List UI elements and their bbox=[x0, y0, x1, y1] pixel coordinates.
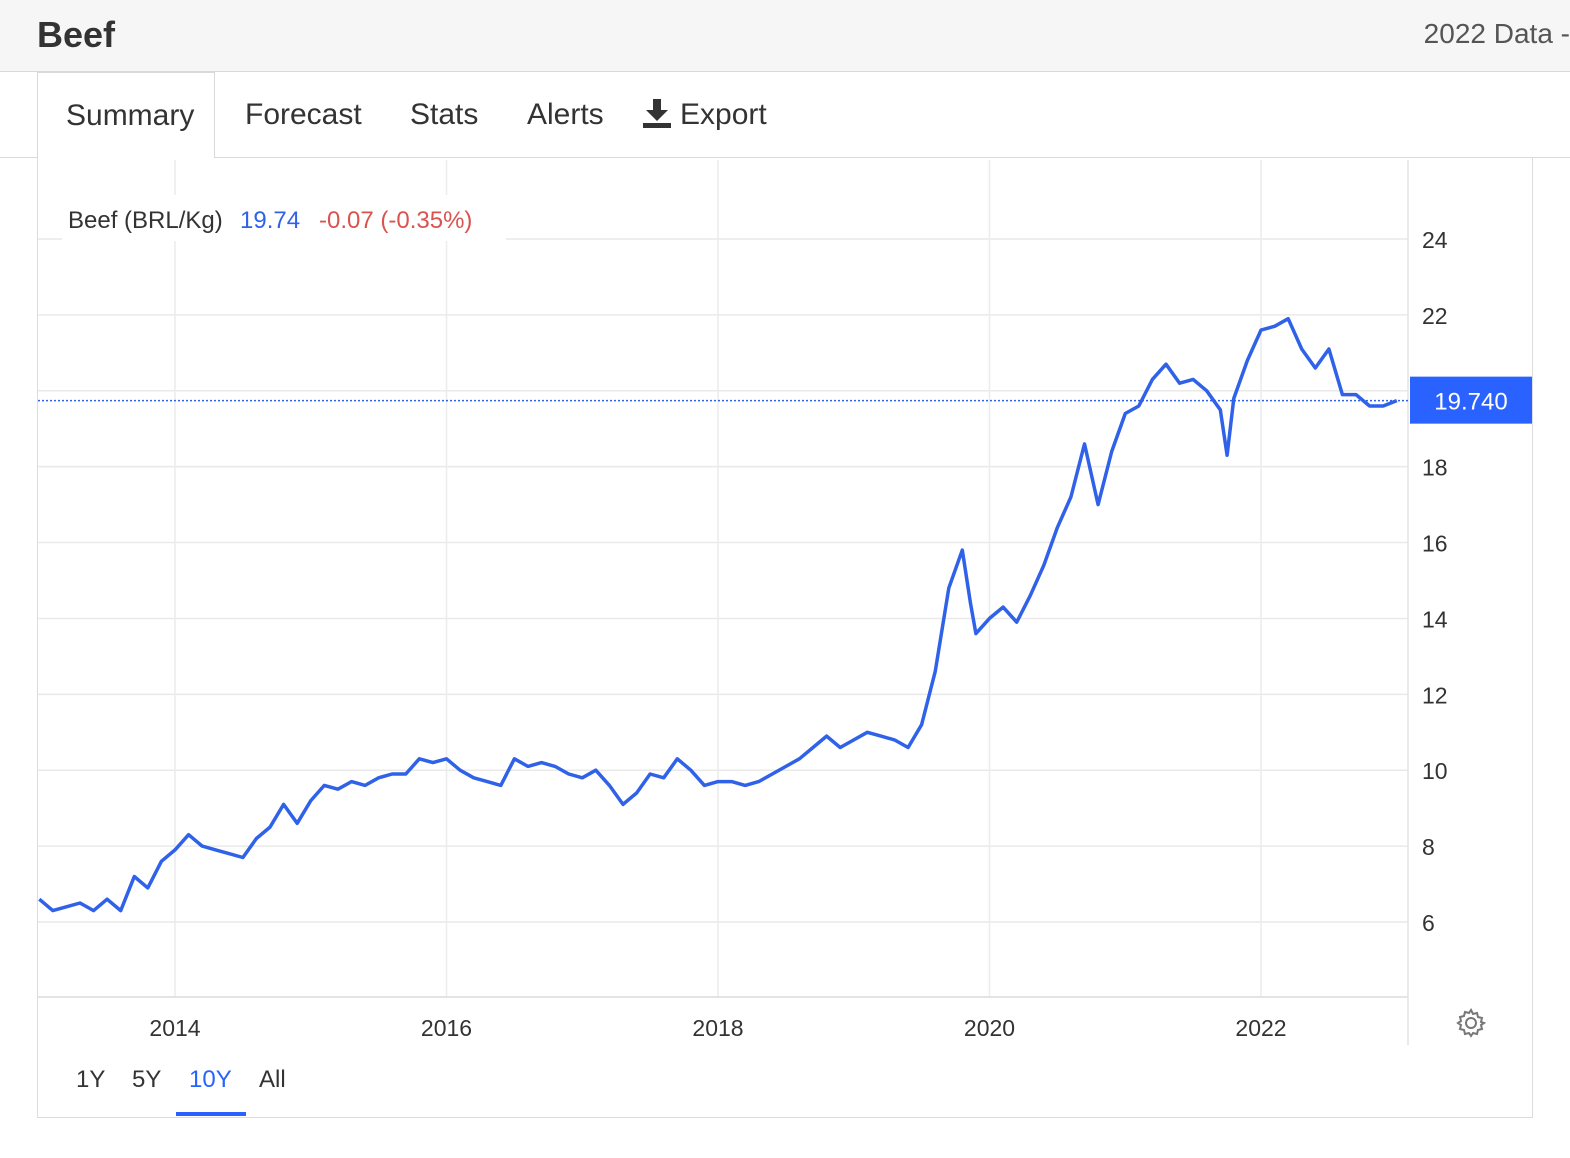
legend: Beef (BRL/Kg) 19.74 -0.07 (-0.35%) bbox=[62, 195, 506, 241]
y-tick-label: 8 bbox=[1422, 834, 1435, 860]
data-year-menu[interactable]: 2022 Data - bbox=[1423, 18, 1570, 49]
range-5y-button[interactable]: 5Y bbox=[132, 1066, 162, 1093]
tab-alerts[interactable]: Alerts bbox=[527, 72, 604, 158]
tab-label: Export bbox=[680, 98, 767, 131]
download-icon bbox=[643, 99, 671, 128]
y-tick-label: 6 bbox=[1422, 910, 1435, 936]
top-bar: Beef 2022 Data - bbox=[0, 0, 1570, 72]
gear-icon[interactable] bbox=[1456, 1008, 1486, 1038]
range-active-indicator bbox=[176, 1112, 246, 1116]
chart-panel bbox=[37, 158, 1533, 1118]
x-tick-label: 2014 bbox=[149, 1015, 200, 1041]
y-tick-label: 24 bbox=[1422, 227, 1448, 253]
x-tick-label: 2016 bbox=[421, 1015, 472, 1041]
y-tick-label: 12 bbox=[1422, 682, 1448, 708]
tab-label: Forecast bbox=[245, 98, 362, 131]
y-tick-label: 16 bbox=[1422, 531, 1448, 557]
legend-change: -0.07 (-0.35%) bbox=[319, 207, 472, 234]
tab-label: Stats bbox=[410, 98, 479, 131]
series-line-beef bbox=[38, 316, 1398, 913]
y-tick-label: 22 bbox=[1422, 303, 1448, 329]
tab-label: Alerts bbox=[527, 98, 604, 131]
range-10y-button[interactable]: 10Y bbox=[189, 1066, 232, 1093]
tab-forecast[interactable]: Forecast bbox=[245, 72, 362, 158]
tab-summary[interactable]: Summary bbox=[37, 72, 216, 159]
price-tag: 19.740 bbox=[1410, 376, 1532, 424]
page-title: Beef bbox=[37, 14, 116, 55]
x-tick-label: 2020 bbox=[964, 1015, 1015, 1041]
y-tick-label: 10 bbox=[1422, 758, 1448, 784]
range-1y-button[interactable]: 1Y bbox=[76, 1066, 106, 1093]
x-tick-label: 2018 bbox=[692, 1015, 743, 1041]
tab-export[interactable]: Export bbox=[642, 72, 767, 158]
tab-bar: Summary Forecast Stats Alerts Export bbox=[0, 72, 1570, 159]
price-tag-value: 19.740 bbox=[1434, 389, 1507, 416]
tab-label: Summary bbox=[66, 99, 195, 132]
x-tick-label: 2022 bbox=[1235, 1015, 1286, 1041]
legend-series-name: Beef (BRL/Kg) bbox=[68, 207, 223, 234]
range-all-button[interactable]: All bbox=[259, 1066, 286, 1093]
y-tick-label: 18 bbox=[1422, 455, 1448, 481]
y-tick-label: 14 bbox=[1422, 606, 1448, 632]
tab-stats[interactable]: Stats bbox=[410, 72, 478, 158]
legend-last-value: 19.74 bbox=[240, 207, 300, 234]
